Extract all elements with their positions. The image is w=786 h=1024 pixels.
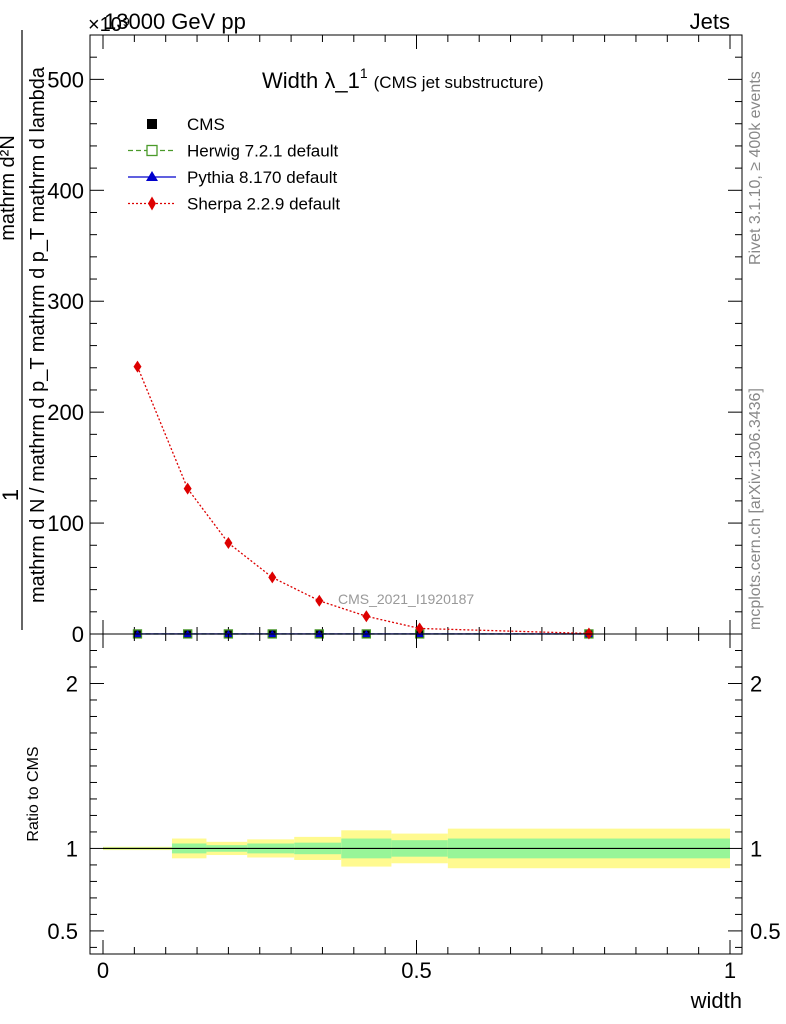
legend-label: CMS — [187, 115, 225, 134]
y-tick-label: 100 — [47, 511, 84, 536]
ratio-y-tick-label: 1 — [66, 836, 78, 861]
y-tick-label: 0 — [72, 622, 84, 647]
header-left: 13000 GeV pp — [104, 9, 246, 34]
main-y-axis: 0 100 200 300 400 500 — [47, 34, 742, 647]
sherpa-point — [415, 622, 424, 635]
sherpa-point — [315, 594, 324, 607]
x-axis-label: width — [690, 988, 742, 1013]
main-y-label: 1 mathrm d N / mathrm d p_T mathrm d p_T… — [0, 30, 49, 630]
legend-label: Herwig 7.2.1 default — [187, 142, 338, 161]
ratio-y-tick-label-right: 0.5 — [750, 919, 781, 944]
pythia-point — [224, 629, 233, 637]
legend-label: Sherpa 2.2.9 default — [187, 195, 340, 214]
legend-marker-square — [147, 119, 157, 129]
pythia-point — [362, 629, 371, 637]
sherpa-point — [133, 360, 142, 373]
series-line-3 — [136, 366, 589, 635]
legend-marker-open-square — [146, 144, 158, 157]
x-tick-label: 1 — [724, 958, 736, 983]
x-tick-label: 0 — [97, 958, 109, 983]
sherpa-point — [224, 537, 233, 550]
ratio-y-tick-label-right: 1 — [750, 836, 762, 861]
plot-title: Width λ_11 (CMS jet substructure) — [262, 65, 544, 93]
legend: CMS Herwig 7.2.1 default Pythia 8.170 defa… — [128, 115, 340, 214]
y-label-denominator: mathrm d N / mathrm d p_T mathrm d p_T m… — [27, 66, 49, 603]
pythia-point — [183, 629, 192, 637]
legend-label: Pythia 8.170 default — [187, 168, 338, 187]
ratio-y-tick-label-right: 2 — [750, 671, 762, 696]
y-label-numerator-2: mathrm d²N — [0, 135, 19, 241]
mcplots-label: mcplots.cern.ch [arXiv:1306.3436] — [747, 388, 764, 630]
ratio-bands — [103, 828, 730, 869]
sherpa-point — [362, 610, 371, 623]
sherpa-point — [268, 571, 277, 584]
rivet-label: Rivet 3.1.10, ≥ 400k events — [747, 71, 764, 265]
x-tick-label: 0.5 — [401, 958, 432, 983]
ratio-x-axis: 0 0.5 1 — [97, 634, 736, 983]
y-tick-label: 400 — [47, 178, 84, 203]
pythia-point — [268, 629, 277, 637]
pythia-point — [133, 629, 142, 637]
sherpa-point — [183, 482, 192, 495]
y-tick-label: 200 — [47, 400, 84, 425]
ratio-y-label: Ratio to CMS — [25, 746, 42, 841]
analysis-watermark: CMS_2021_I1920187 — [338, 591, 474, 607]
ratio-y-tick-label: 0.5 — [47, 919, 78, 944]
y-label-numerator: 1 — [0, 489, 23, 501]
sherpa-point — [584, 627, 593, 640]
legend-marker-diamond — [148, 196, 156, 211]
ratio-y-tick-label: 2 — [66, 671, 78, 696]
y-tick-label: 300 — [47, 289, 84, 314]
ratio-y-axis: 0.5 0.5 1 1 2 2 — [47, 649, 781, 948]
y-tick-label: 500 — [47, 67, 84, 92]
pythia-point — [315, 629, 324, 637]
header-right: Jets — [690, 9, 730, 34]
y-exponent: ×10⁹ — [88, 14, 131, 36]
ratio-plot-frame — [89, 633, 743, 955]
legend-marker-triangle — [146, 171, 158, 181]
